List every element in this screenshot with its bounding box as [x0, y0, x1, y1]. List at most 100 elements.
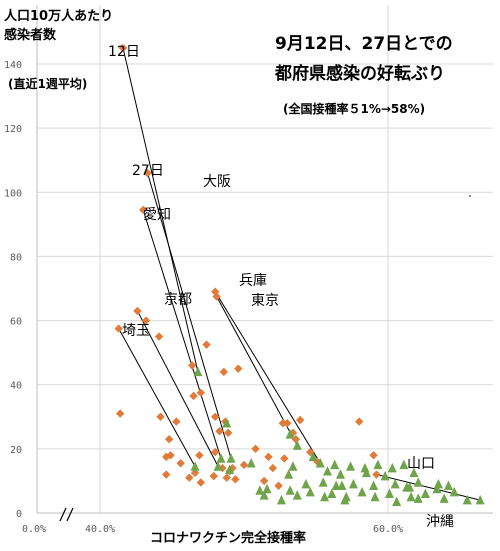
chart-title: 都府県感染の好転ぶり — [274, 63, 445, 84]
triangle-point — [384, 488, 394, 499]
triangle-point — [409, 467, 419, 478]
triangle-point — [190, 461, 200, 471]
connector-lines — [118, 47, 481, 501]
diamond-point — [295, 415, 305, 425]
y-tick-label: 60 — [10, 317, 22, 328]
triangle-point — [361, 467, 371, 478]
triangle-point — [327, 488, 337, 499]
prefecture-label: 山口 — [407, 456, 435, 472]
triangle-point — [288, 461, 298, 471]
triangle-point — [246, 458, 256, 468]
connector-line — [122, 47, 199, 372]
axis-break-mark — [59, 507, 67, 522]
diamond-point — [164, 435, 174, 444]
prefecture-label: 愛知 — [143, 206, 171, 223]
triangle-point — [193, 366, 203, 377]
triangle-point — [222, 417, 232, 428]
triangle-point — [387, 462, 397, 473]
diamond-point — [114, 324, 123, 333]
triangle-point — [413, 477, 423, 487]
diamond-point — [187, 361, 197, 370]
x-tick-label: 0.0% — [22, 524, 46, 535]
x-tick-label: 40.0% — [85, 524, 115, 535]
y-tick-label: 140 — [4, 60, 22, 71]
chart-subtitle: (全国接種率５1%→58%) — [283, 101, 425, 116]
triangle-point — [225, 464, 235, 474]
triangle-point — [380, 470, 390, 481]
triangle-point — [262, 483, 272, 494]
diamond-point — [251, 444, 260, 454]
diamond-point — [156, 412, 165, 421]
axis-break-mark — [66, 507, 74, 522]
diamond-point — [133, 306, 142, 316]
triangle-point — [443, 480, 453, 490]
triangle-point — [216, 453, 226, 463]
diamond-point — [264, 452, 273, 462]
x-tick-label: 60.0% — [373, 524, 403, 535]
triangle-point — [292, 490, 302, 500]
triangle-point — [337, 480, 347, 490]
diamond-point — [215, 427, 224, 436]
triangle-point — [323, 466, 333, 476]
triangle-point — [340, 494, 350, 505]
connector-line — [376, 474, 481, 501]
triangle-point — [370, 491, 380, 502]
diamond-point — [283, 419, 292, 428]
triangle-point — [346, 461, 356, 471]
diamond-point — [231, 475, 240, 484]
triangle-point — [413, 493, 423, 503]
y-tick-label: 40 — [10, 381, 22, 392]
prefecture-label: 大阪 — [203, 174, 231, 190]
diamond-point — [222, 473, 231, 482]
axes: 0 20 40 60 80 100 120 140 0.0% 40.0% 60.0% — [4, 5, 493, 535]
triangle-point — [406, 491, 416, 502]
diamond-point — [211, 447, 220, 457]
triangle-point — [357, 486, 367, 497]
triangle-point — [213, 461, 223, 471]
x-axis-label: コロナワクチン完全接種率 — [150, 530, 306, 546]
triangle-point — [390, 478, 400, 489]
diamond-point — [189, 391, 198, 401]
diamond-point — [141, 316, 151, 325]
prefecture-label: 沖縄 — [426, 514, 454, 530]
connector-line — [147, 172, 232, 459]
prefecture-label: 京都 — [164, 292, 192, 308]
triangle-point — [335, 469, 345, 479]
diamond-point — [166, 451, 175, 460]
data-marks — [114, 43, 485, 507]
triangle-point — [449, 486, 459, 497]
triangle-point — [330, 459, 340, 470]
y-tick-label: 0 — [16, 509, 22, 520]
triangle-point — [373, 459, 383, 470]
triangle-point — [255, 485, 265, 495]
y-axis-label: 人口10万人あたり — [4, 8, 113, 24]
y-tick-label: 20 — [10, 445, 22, 456]
date-label: 12日 — [108, 44, 140, 60]
diamond-point — [278, 419, 288, 428]
diamond-point — [280, 454, 289, 463]
y-axis-label: 感染者数 — [4, 27, 57, 43]
diamond-point — [211, 412, 220, 421]
diamond-point — [195, 451, 204, 460]
diamond-point — [196, 388, 205, 397]
grid-lines — [37, 5, 493, 514]
triangle-point — [402, 482, 412, 492]
prefecture-label: 東京 — [251, 293, 279, 309]
triangle-point — [331, 480, 341, 490]
triangle-point — [320, 491, 330, 502]
y-axis-label: (直近1週平均) — [8, 76, 87, 91]
triangle-point — [315, 458, 325, 468]
triangle-point — [305, 486, 315, 497]
connector-line — [214, 291, 321, 464]
triangle-point — [226, 453, 236, 463]
triangle-point — [301, 478, 311, 489]
y-tick-label: 80 — [10, 252, 22, 263]
connector-line — [142, 209, 222, 459]
diamond-point — [143, 168, 152, 178]
diamond-point — [115, 409, 125, 418]
diamond-point — [176, 459, 185, 468]
triangle-point — [308, 451, 318, 462]
diamond-point — [212, 292, 221, 301]
